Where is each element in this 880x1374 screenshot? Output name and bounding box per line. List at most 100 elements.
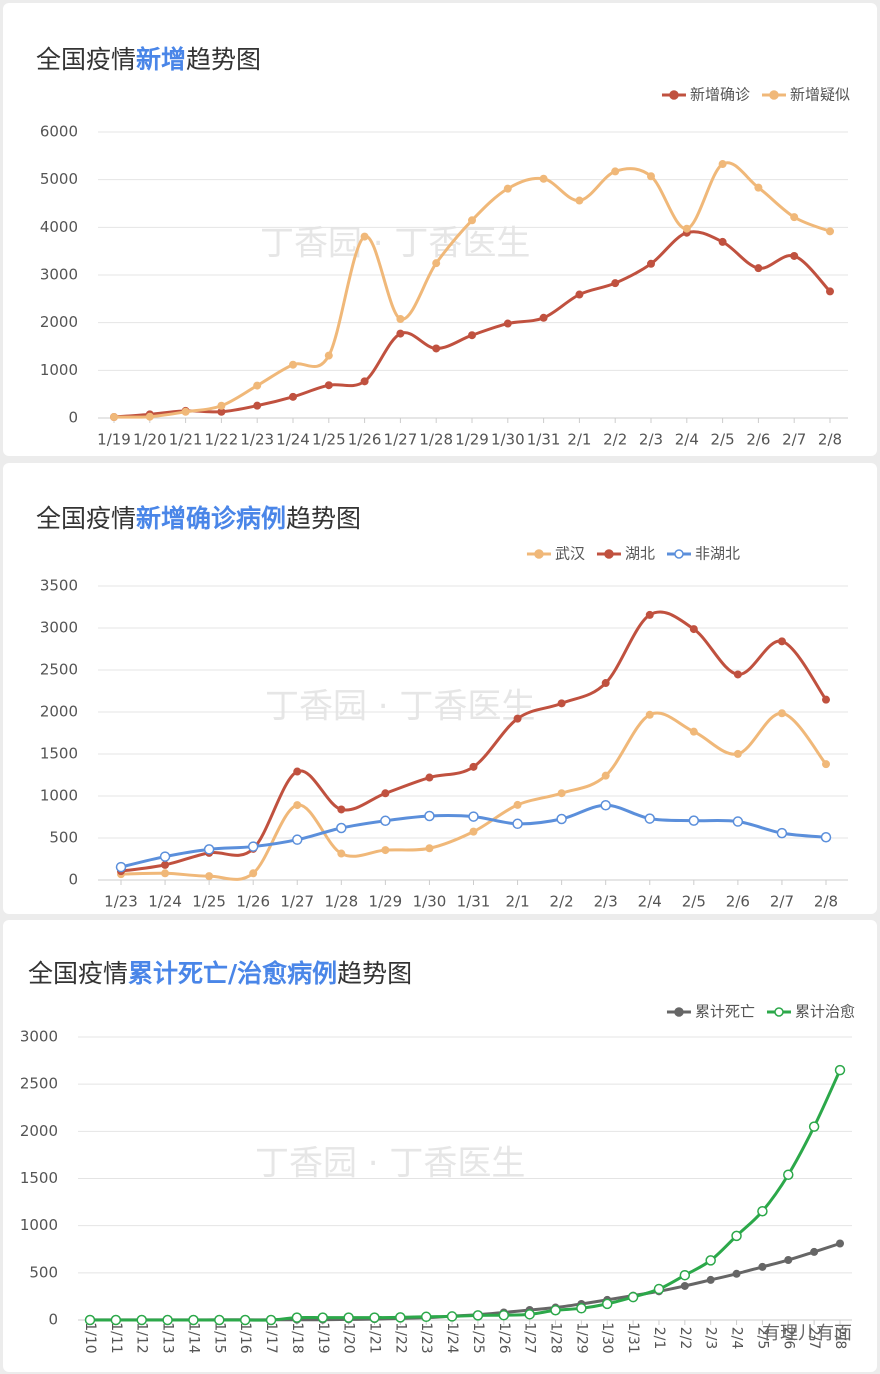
- legend-label: 新增确诊: [690, 86, 750, 104]
- x-tick-label: 2/6: [726, 893, 750, 911]
- point: [627, 1291, 639, 1303]
- y-tick-label: 3500: [40, 577, 78, 595]
- x-tick-label: 1/24: [148, 893, 182, 911]
- point: [265, 1314, 277, 1326]
- point: [205, 872, 214, 881]
- x-tick-label: 1/29: [573, 1322, 589, 1353]
- x-tick-label: 1/29: [455, 431, 489, 449]
- point: [380, 815, 391, 827]
- y-tick-label: 2000: [20, 1122, 58, 1140]
- point: [718, 237, 727, 246]
- point: [432, 259, 441, 268]
- x-tick-label: 2/4: [638, 893, 662, 911]
- x-tick-label: 1/30: [413, 893, 447, 911]
- point: [336, 822, 347, 834]
- y-tick-label: 500: [49, 829, 78, 847]
- y-tick-label: 2000: [40, 703, 78, 721]
- point: [733, 749, 742, 758]
- point: [343, 1312, 354, 1323]
- point: [783, 1169, 794, 1180]
- point: [469, 762, 478, 771]
- point: [396, 314, 405, 323]
- y-tick-label: 0: [48, 1311, 58, 1329]
- point: [645, 610, 654, 619]
- x-tick-label: 1/28: [548, 1322, 564, 1353]
- point: [645, 710, 654, 719]
- watermark: 丁香园 · 丁香医生: [255, 1144, 525, 1184]
- y-tick-label: 3000: [40, 619, 78, 637]
- x-tick-label: 2/6: [780, 1327, 796, 1350]
- point: [822, 695, 830, 704]
- point: [253, 381, 262, 390]
- point: [784, 1256, 793, 1265]
- point: [754, 183, 763, 192]
- x-tick-label: 1/10: [82, 1322, 98, 1353]
- x-tick-label: 1/25: [470, 1322, 486, 1353]
- point: [293, 767, 302, 776]
- point: [822, 760, 830, 769]
- point: [557, 699, 566, 708]
- point: [820, 831, 832, 843]
- point: [249, 869, 258, 878]
- point: [777, 637, 786, 646]
- chart-title: 全国疫情新增趋势图: [36, 45, 261, 74]
- x-tick-label: 2/7: [806, 1327, 822, 1350]
- y-tick-label: 5000: [40, 170, 78, 188]
- point: [159, 851, 171, 862]
- point: [575, 196, 584, 205]
- point: [808, 1121, 820, 1132]
- y-tick-label: 1000: [40, 361, 78, 379]
- point: [324, 381, 333, 390]
- point: [790, 213, 799, 222]
- point: [291, 1312, 303, 1323]
- x-tick-label: 2/4: [729, 1327, 745, 1350]
- point: [468, 331, 476, 340]
- point: [217, 401, 226, 410]
- point: [381, 846, 390, 855]
- point: [247, 841, 259, 852]
- legend-marker: [604, 549, 614, 559]
- legend-marker: [674, 549, 684, 559]
- point: [653, 1283, 665, 1295]
- x-tick-label: 1/11: [108, 1322, 124, 1353]
- point: [396, 329, 405, 338]
- x-tick-label: 2/8: [814, 893, 838, 911]
- point: [600, 799, 611, 811]
- x-tick-label: 1/23: [104, 893, 138, 911]
- x-tick-label: 1/19: [315, 1322, 331, 1353]
- point: [468, 811, 479, 822]
- chart-title: 全国疫情新增确诊病例趋势图: [36, 504, 361, 533]
- x-tick-label: 2/8: [818, 431, 842, 449]
- point: [253, 401, 262, 410]
- legend-marker: [669, 90, 679, 100]
- point: [718, 160, 727, 169]
- legend-label: 累计死亡: [695, 1003, 755, 1021]
- point: [239, 1314, 251, 1326]
- point: [611, 167, 620, 176]
- x-tick-label: 1/19: [97, 431, 131, 449]
- point: [214, 1314, 225, 1326]
- y-tick-label: 3000: [40, 266, 78, 284]
- point: [826, 287, 834, 296]
- title-part: 趋势图: [186, 45, 261, 74]
- x-tick-label: 1/29: [369, 893, 403, 911]
- point: [503, 184, 512, 193]
- x-tick-label: 2/8: [832, 1327, 848, 1350]
- point: [503, 319, 512, 328]
- point: [432, 344, 441, 353]
- x-tick-label: 1/17: [263, 1322, 279, 1353]
- title-part: 趋势图: [286, 504, 361, 533]
- y-tick-label: 0: [68, 871, 78, 889]
- chart-title: 全国疫情累计死亡/治愈病例趋势图: [28, 959, 412, 988]
- x-tick-label: 1/24: [276, 431, 310, 449]
- y-tick-label: 1000: [40, 787, 78, 805]
- y-tick-label: 500: [29, 1263, 58, 1281]
- point: [425, 844, 434, 853]
- point: [826, 227, 834, 236]
- point: [337, 849, 346, 858]
- point: [498, 1309, 510, 1321]
- y-tick-label: 2500: [20, 1075, 58, 1093]
- legend-label: 非湖北: [695, 545, 740, 563]
